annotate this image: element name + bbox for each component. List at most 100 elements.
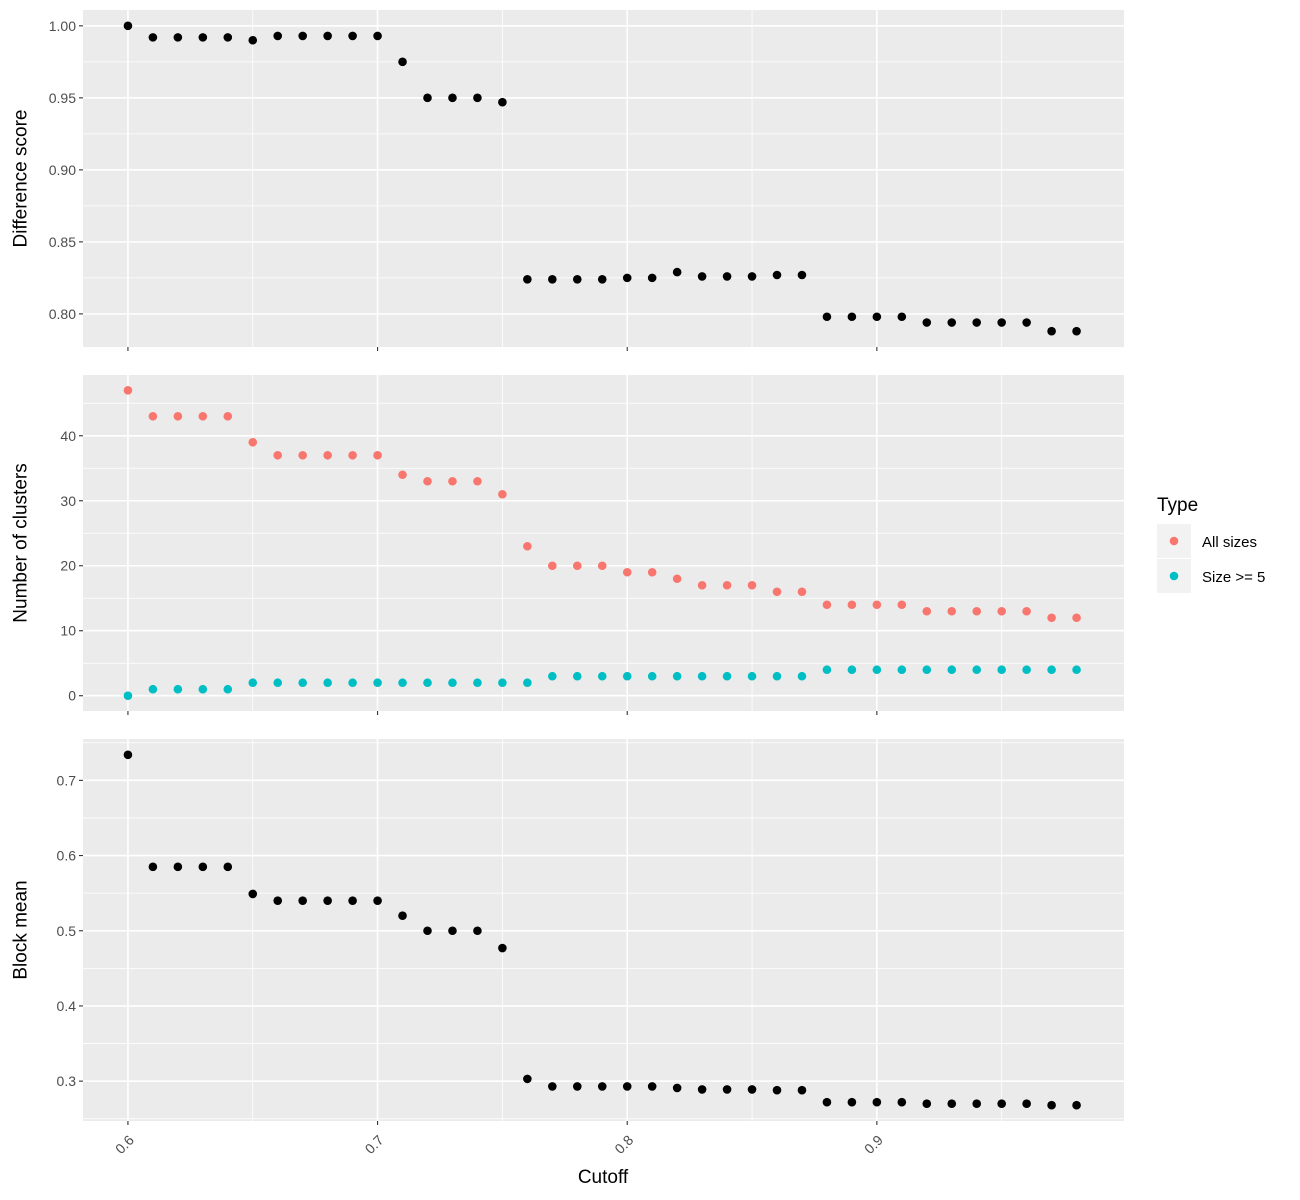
y-tick-label: 40 [60, 428, 76, 444]
data-point [1022, 606, 1031, 616]
data-point [398, 57, 407, 67]
series-1 [123, 385, 1081, 623]
y-axis-title: Number of clusters [11, 463, 32, 622]
data-point [298, 896, 307, 905]
data-point [822, 665, 832, 675]
data-point [223, 862, 233, 872]
data-point [922, 1099, 932, 1109]
data-point [348, 896, 357, 905]
data-point [348, 31, 357, 41]
data-point [947, 1099, 957, 1109]
data-point [647, 1082, 657, 1091]
data-point [273, 896, 283, 905]
data-point [672, 1083, 682, 1093]
y-tick-label: 30 [60, 493, 76, 509]
y-tick-label: 0.80 [49, 306, 76, 322]
data-point [173, 684, 183, 694]
data-point [847, 600, 857, 610]
y-tick-label: 0.85 [49, 234, 76, 250]
data-point [597, 671, 607, 681]
data-point [922, 318, 932, 327]
data-point [1047, 326, 1056, 336]
data-point [722, 580, 732, 590]
legend-key-point [1169, 571, 1179, 581]
data-point [972, 606, 982, 616]
y-axis-title: Difference score [11, 110, 32, 248]
data-point [273, 31, 283, 41]
y-tick-label: 20 [60, 558, 76, 574]
legend-label: Size >= 5 [1202, 569, 1265, 586]
data-point [148, 862, 158, 872]
data-point [448, 678, 457, 688]
data-point [548, 1082, 557, 1091]
data-point [348, 678, 357, 688]
data-point [548, 671, 557, 681]
data-point [423, 926, 432, 936]
x-tick-label: 0.6 [112, 1132, 137, 1157]
y-tick-label: 0.5 [57, 923, 77, 939]
data-point [398, 470, 407, 480]
data-point [947, 318, 957, 327]
data-point [622, 1082, 632, 1091]
data-point [248, 35, 258, 45]
legend-title: Type [1157, 495, 1198, 516]
data-point [323, 678, 332, 688]
data-point [647, 671, 657, 681]
data-point [922, 665, 932, 675]
x-axis-title: Cutoff [578, 1167, 629, 1188]
data-point [622, 567, 632, 577]
data-point [248, 678, 258, 688]
data-point [473, 926, 482, 936]
data-point [248, 437, 258, 447]
data-point [498, 97, 507, 107]
data-point [173, 411, 183, 421]
data-point [448, 476, 457, 486]
data-point [548, 275, 557, 284]
data-point [747, 671, 757, 681]
data-point [647, 567, 657, 577]
data-point [123, 691, 133, 701]
data-point [672, 267, 682, 277]
data-point [772, 671, 782, 681]
data-point [148, 33, 158, 42]
data-point [822, 600, 832, 610]
data-point [1047, 1100, 1056, 1110]
panel-2: 0 10 20 30 40 Number of clusters [11, 375, 1124, 715]
data-point [897, 600, 907, 610]
legend: Type All sizes Size >= 5 [1157, 495, 1265, 593]
data-point [822, 1097, 832, 1107]
y-axis-title: Block mean [11, 880, 32, 979]
data-point [872, 312, 882, 322]
panel-background [83, 10, 1124, 347]
data-point [997, 1099, 1006, 1109]
data-point [173, 862, 183, 872]
data-point [473, 93, 482, 103]
data-point [897, 312, 907, 322]
data-point [597, 275, 607, 284]
data-point [148, 684, 158, 694]
data-point [797, 270, 807, 280]
panel-3: 0.3 0.4 0.5 0.6 0.7 Block mean [11, 739, 1124, 1125]
series-1 [123, 750, 1081, 1110]
data-point [123, 21, 133, 31]
data-point [697, 580, 707, 590]
data-point [722, 272, 732, 281]
data-point [747, 580, 757, 590]
panel-1: 0.80 0.85 0.90 0.95 1.00 Difference score [11, 10, 1124, 351]
legend-entry: Size >= 5 [1157, 559, 1265, 593]
x-tick-label: 0.7 [362, 1132, 387, 1157]
data-point [997, 665, 1006, 675]
data-point [373, 31, 382, 41]
x-tick-labels: 0.6 0.7 0.8 0.9 [112, 1132, 886, 1157]
data-point [972, 1099, 982, 1109]
y-tick-label: 0.7 [57, 772, 77, 788]
y-tick-label: 10 [60, 623, 76, 639]
data-point [373, 450, 382, 460]
data-point [298, 678, 307, 688]
data-point [473, 678, 482, 688]
data-point [1047, 665, 1056, 675]
data-point [822, 312, 832, 322]
data-point [572, 275, 582, 284]
series-1 [123, 21, 1081, 336]
data-point [747, 272, 757, 281]
